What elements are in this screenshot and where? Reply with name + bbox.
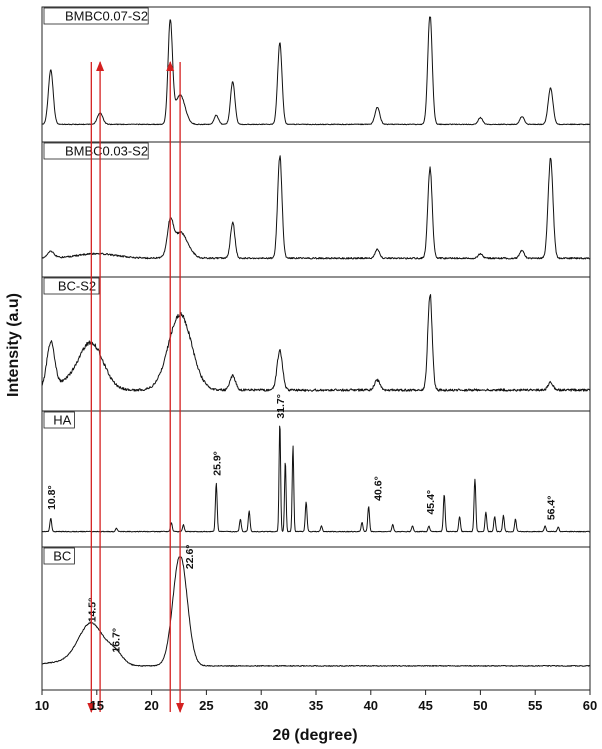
series-line [41, 294, 591, 392]
panel-frame [41, 6, 591, 143]
panel-frame [41, 546, 591, 691]
x-tick-label: 30 [254, 698, 268, 713]
x-tick-label: 40 [364, 698, 378, 713]
x-axis: 10 15 20 25 30 35 40 45 50 55 60 [35, 690, 597, 713]
series-line [41, 155, 591, 260]
marker-arrow [166, 61, 175, 712]
series-tag-label: HA [53, 413, 71, 428]
marker-arrow [176, 62, 185, 713]
x-tick-label: 50 [473, 698, 487, 713]
peak-label: 40.6° [372, 476, 384, 501]
series-tag-box [43, 142, 149, 160]
x-tick-label: 25 [199, 698, 213, 713]
panel-frame [41, 141, 591, 278]
series-line [41, 556, 591, 667]
arrow-head [176, 703, 185, 713]
peak-label: 56.4° [545, 496, 557, 521]
panel-frame [41, 410, 591, 548]
series-tag-label: BMBC0.07-S2 [65, 9, 148, 24]
x-tick-label: 45 [418, 698, 432, 713]
arrow-head [166, 61, 175, 71]
peak-label: 10.8° [46, 485, 58, 510]
y-axis-title: Intensity (a.u) [5, 293, 22, 397]
panel: BMBC0.07-S2 [41, 6, 591, 143]
series-tag-box [43, 411, 75, 429]
x-tick-label: 10 [35, 698, 49, 713]
x-tick-label: 20 [144, 698, 158, 713]
series-tag-label: BC-S2 [58, 279, 96, 294]
x-tick-label: 15 [90, 698, 104, 713]
x-axis-title: 2θ (degree) [272, 727, 357, 744]
panel: BMBC0.03-S2 [41, 141, 591, 278]
peak-label: 45.4° [425, 490, 437, 515]
series-line [41, 16, 591, 126]
x-tick-label: 55 [528, 698, 542, 713]
series-tag-label: BMBC0.03-S2 [65, 144, 148, 159]
series-tag-box [43, 277, 100, 295]
panel: HA 10.8° 25.9° 31.7° 40.6° 45.4° 56.4° [41, 394, 591, 548]
peak-label: 31.7° [275, 394, 287, 419]
peak-label: 14.5° [86, 598, 98, 623]
arrow-head [87, 703, 96, 713]
peak-label: 16.7° [110, 628, 122, 653]
panel: BC-S2 [41, 276, 591, 412]
marker-arrow [96, 61, 105, 712]
peak-label: 22.6° [184, 544, 196, 569]
series-line [42, 425, 591, 533]
marker-lines [87, 61, 185, 713]
marker-arrow [87, 62, 96, 713]
arrow-head [96, 61, 105, 71]
series-tag-label: BC [53, 549, 71, 564]
peak-label: 25.9° [211, 451, 223, 476]
series-tag-box [43, 547, 75, 565]
x-tick-label: 35 [309, 698, 323, 713]
panel: BC 14.5° 16.7° 22.6° [41, 544, 591, 691]
panels-layer: BMBC0.07-S2 BMBC0.03-S2 BC-S2 HA 10.8° 25.9° 3… [41, 6, 591, 691]
series-tag-box [43, 7, 149, 25]
x-tick-label: 60 [583, 698, 597, 713]
